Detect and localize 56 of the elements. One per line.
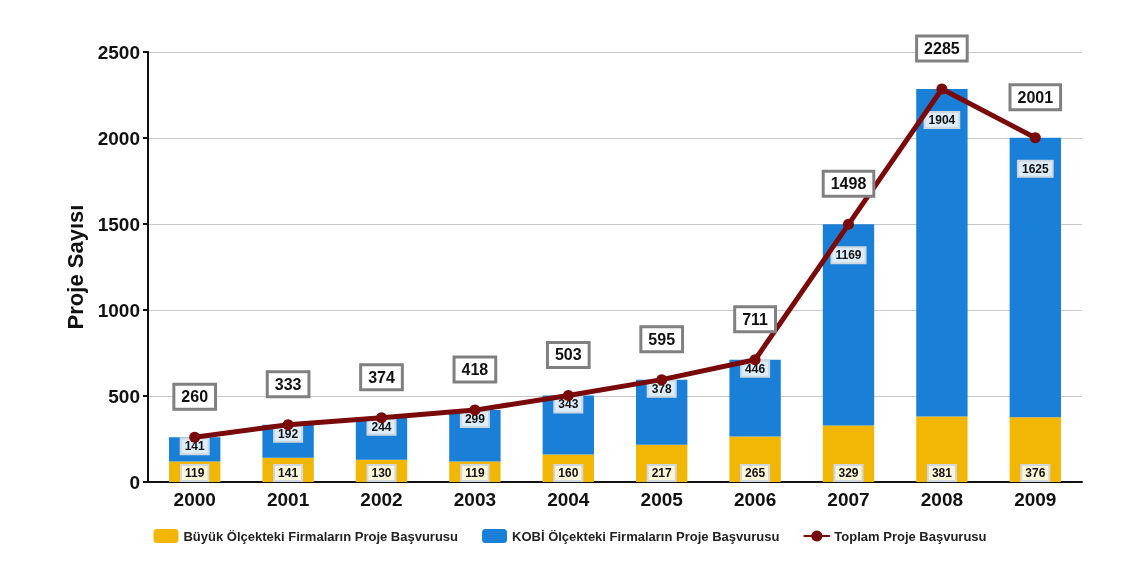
data-label: 376 bbox=[1025, 466, 1046, 480]
data-label: 503 bbox=[554, 346, 582, 364]
y-axis-title: Proje Sayısı bbox=[62, 204, 88, 330]
x-tick-label: 2002 bbox=[360, 489, 403, 510]
data-label: 595 bbox=[648, 330, 676, 348]
data-label: 119 bbox=[465, 466, 485, 480]
x-tick-label: 2005 bbox=[640, 489, 684, 510]
data-label: 1904 bbox=[928, 112, 956, 127]
x-tick-label: 2009 bbox=[1014, 489, 1057, 510]
x-tick-label: 2003 bbox=[453, 489, 497, 510]
data-label: 141 bbox=[278, 466, 299, 480]
point bbox=[936, 83, 948, 95]
data-label: 244 bbox=[371, 419, 392, 434]
bar bbox=[1009, 137, 1061, 418]
data-label: 299 bbox=[464, 412, 486, 427]
data-label: 2001 bbox=[1017, 88, 1054, 106]
data-label: 1625 bbox=[1021, 161, 1049, 176]
data-label: 711 bbox=[742, 310, 769, 328]
data-label: 378 bbox=[651, 381, 673, 396]
data-label: 160 bbox=[558, 466, 579, 480]
data-label: 265 bbox=[745, 466, 766, 480]
x-tick-label: 2008 bbox=[920, 489, 964, 510]
bar bbox=[916, 88, 968, 417]
y-tick-label: 500 bbox=[108, 385, 140, 407]
point bbox=[1029, 132, 1041, 144]
data-label: 1169 bbox=[835, 248, 862, 263]
y-tick-label: 1500 bbox=[97, 213, 140, 235]
y-tick-label: 2000 bbox=[97, 127, 140, 149]
y-tick-label: 0 bbox=[129, 471, 140, 493]
point bbox=[843, 218, 854, 230]
data-label: 1498 bbox=[830, 175, 867, 193]
data-label: 141 bbox=[184, 439, 206, 454]
data-label: 119 bbox=[185, 466, 205, 480]
x-tick-label: 2006 bbox=[733, 489, 777, 510]
data-label: 333 bbox=[274, 375, 302, 393]
legend-label: Toplam Proje Başvurusu bbox=[834, 528, 987, 544]
legend-label: KOBİ Ölçekteki Firmaların Proje Başvurusu bbox=[512, 528, 780, 544]
data-label: 130 bbox=[371, 466, 392, 480]
data-label: 217 bbox=[651, 466, 673, 480]
bar bbox=[822, 224, 875, 426]
data-label: 446 bbox=[745, 361, 766, 376]
data-label: 374 bbox=[368, 368, 395, 386]
legend-label: Büyük Ölçekteki Firmaların Proje Başvurusu bbox=[183, 528, 459, 544]
x-tick-label: 2004 bbox=[547, 489, 590, 510]
y-tick-label: 1000 bbox=[97, 299, 140, 321]
data-label: 343 bbox=[558, 397, 579, 412]
x-tick-label: 2007 bbox=[827, 489, 870, 510]
y-tick-label: 2500 bbox=[97, 41, 140, 63]
x-tick-label: 2000 bbox=[173, 489, 216, 510]
data-label: 192 bbox=[278, 426, 299, 441]
data-label: 260 bbox=[181, 388, 209, 406]
data-label: 381 bbox=[931, 466, 953, 480]
x-tick-label: 2001 bbox=[266, 489, 310, 510]
data-label: 329 bbox=[838, 466, 859, 480]
data-label: 2285 bbox=[924, 39, 960, 57]
data-label: 418 bbox=[461, 361, 489, 379]
